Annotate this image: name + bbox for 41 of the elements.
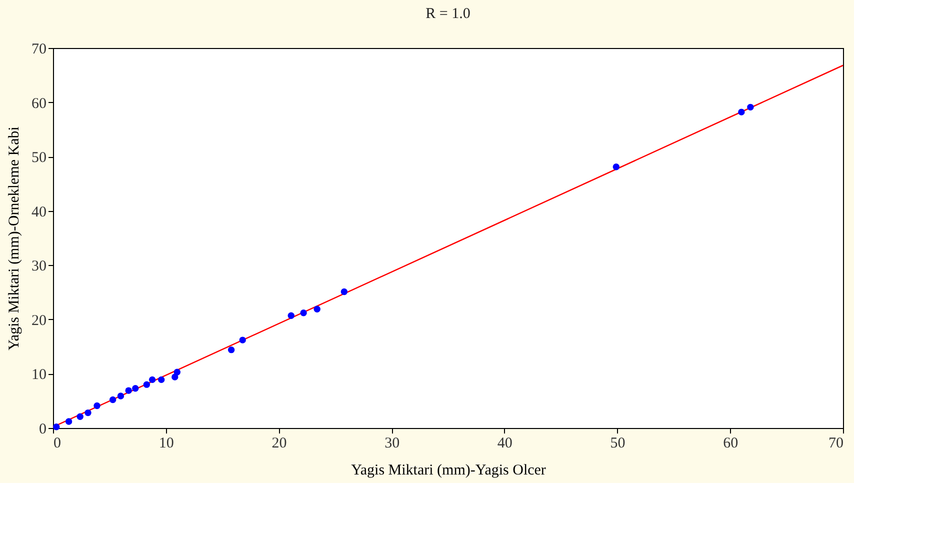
point bbox=[94, 402, 100, 410]
x-tick-label: 40 bbox=[497, 436, 512, 452]
point bbox=[109, 396, 116, 404]
point bbox=[84, 409, 92, 416]
y-tick-label: 50 bbox=[32, 150, 46, 166]
point bbox=[174, 368, 180, 376]
point bbox=[300, 310, 307, 316]
x-tick-label: 60 bbox=[723, 436, 738, 452]
point bbox=[65, 418, 72, 425]
point bbox=[288, 312, 294, 319]
point bbox=[239, 336, 246, 344]
y-tick-label: 20 bbox=[32, 312, 46, 329]
point bbox=[228, 346, 235, 354]
y-tick-label: 60 bbox=[32, 96, 46, 112]
point bbox=[314, 306, 320, 312]
y-tick-label: 70 bbox=[32, 42, 46, 58]
point bbox=[738, 108, 745, 116]
point bbox=[117, 392, 124, 400]
point bbox=[132, 385, 139, 392]
x-tick-label: 20 bbox=[272, 436, 287, 452]
y-tick-label: 10 bbox=[32, 367, 46, 384]
y-tick-label: 40 bbox=[32, 204, 46, 220]
point bbox=[148, 376, 156, 384]
point bbox=[53, 424, 60, 430]
x-tick-label: 30 bbox=[384, 436, 400, 452]
point bbox=[747, 104, 754, 111]
point bbox=[612, 164, 620, 170]
y-tick-label: 30 bbox=[32, 258, 46, 275]
y-tick-label: 0 bbox=[39, 422, 46, 438]
x-tick-label: 0 bbox=[54, 436, 61, 452]
point bbox=[158, 376, 165, 384]
chart-title: R = 1.0 bbox=[426, 6, 470, 22]
point bbox=[76, 413, 84, 420]
y-axis-title: Yagis Miktari (mm)-Ornekleme Kabi bbox=[6, 126, 22, 350]
point bbox=[125, 387, 132, 394]
x-axis-title: Yagis Miktari (mm)-Yagis Olcer bbox=[351, 462, 546, 478]
x-tick-label: 10 bbox=[158, 436, 174, 452]
point bbox=[340, 288, 348, 296]
point bbox=[143, 381, 150, 388]
x-tick-label: 70 bbox=[828, 436, 844, 452]
x-tick-label: 50 bbox=[610, 436, 626, 452]
